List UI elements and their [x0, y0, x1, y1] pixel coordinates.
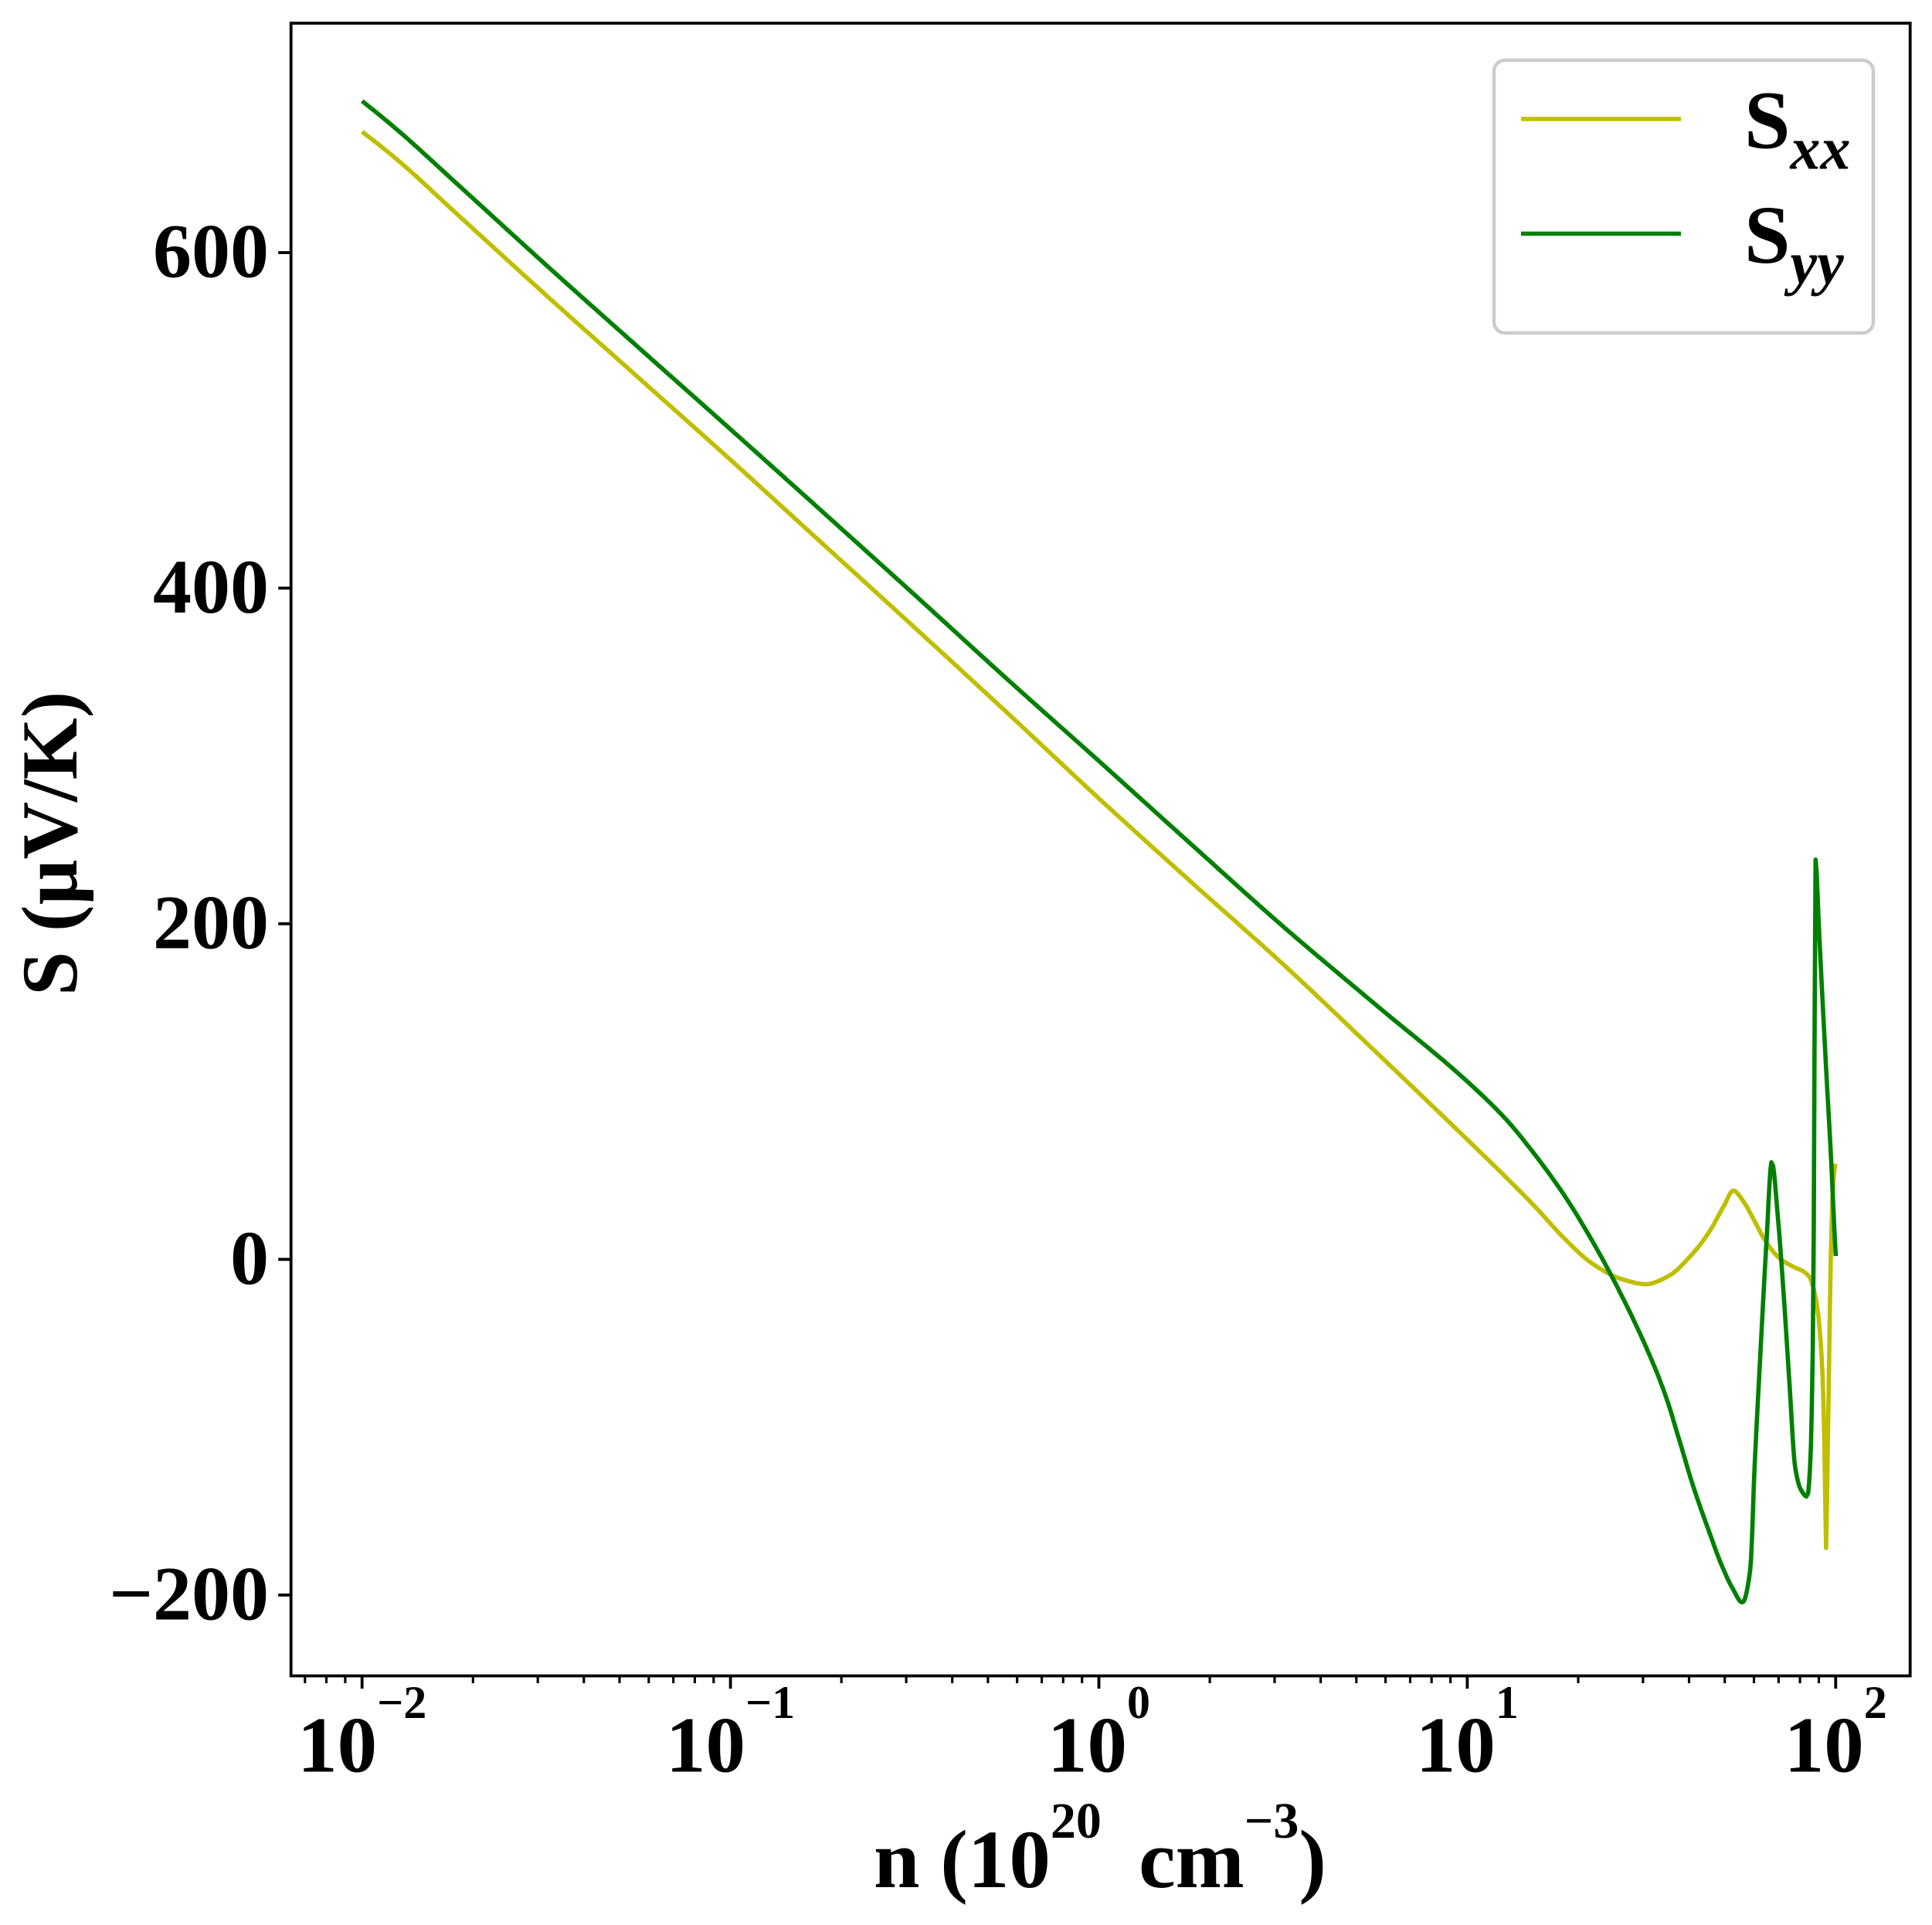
svg-text:S (µV/K): S (µV/K) — [6, 691, 94, 996]
svg-text:−200: −200 — [109, 1550, 269, 1636]
svg-text:600: 600 — [153, 209, 269, 294]
svg-text:400: 400 — [153, 544, 269, 630]
svg-text:200: 200 — [153, 880, 269, 966]
svg-text:0: 0 — [230, 1215, 269, 1301]
